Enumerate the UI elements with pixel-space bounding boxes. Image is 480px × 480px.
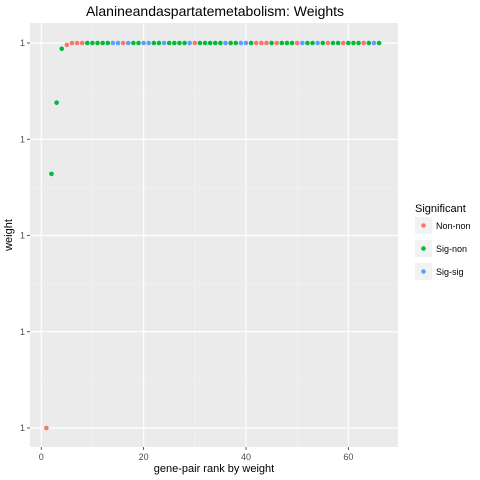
data-point-sig-non [218,40,223,46]
chart-title: Alanineandaspartatemetabolism: Weights [86,3,344,19]
data-point-sig-non [172,40,177,46]
data-point-sig-non [279,40,285,46]
data-point-sig-non [49,171,54,177]
y-tick-label: 1 [20,38,25,48]
data-point-sig-non [136,40,141,46]
legend-label: Sig-sig [436,267,464,277]
data-point-sig-non [54,100,59,105]
data-point-sig-sig [315,40,320,46]
data-point-sig-non [105,40,111,46]
data-point-sig-non [90,40,95,46]
data-point-sig-non [351,40,356,46]
data-point-sig-sig [110,40,116,46]
data-point-sig-sig [161,40,167,46]
data-point-sig-sig [125,40,131,46]
data-point-sig-non [212,40,218,46]
data-point-sig-non [233,40,239,46]
x-axis-ticks: 0 20 40 60 [39,447,353,462]
data-point-sig-sig [141,40,146,46]
data-point-sig-non [59,46,65,52]
data-point-sig-non [100,40,105,46]
data-point-non-non [44,425,49,431]
data-point-sig-non [85,40,90,46]
data-point-sig-non [228,40,233,46]
data-point-sig-sig [223,40,228,46]
data-point-sig-non [289,40,295,46]
data-point-sig-non [335,40,341,46]
data-point-non-non [64,42,70,48]
data-point-non-non [361,40,367,46]
y-tick-label: 1 [20,423,25,433]
x-tick-label: 0 [39,452,44,462]
data-points [44,40,382,431]
data-point-sig-non [156,40,162,46]
data-point-sig-non [376,40,382,46]
data-point-sig-non [182,40,187,46]
y-tick-label: 1 [20,327,25,337]
legend-key-dot [421,223,426,228]
data-point-sig-non [356,40,361,46]
data-point-non-non [259,40,264,46]
data-point-sig-sig [243,40,249,46]
data-point-sig-non [197,40,203,46]
data-point-sig-non [346,40,351,46]
data-point-sig-non [305,40,310,46]
legend-label: Non-non [436,221,471,231]
data-point-sig-non [284,40,290,46]
data-point-non-non [325,40,331,46]
data-point-sig-non [177,40,182,46]
data-point-sig-non [310,40,315,46]
legend-key-dot [421,246,426,251]
data-point-sig-non [166,40,172,46]
data-point-sig-sig [299,40,305,46]
data-point-non-non [340,40,346,46]
data-point-sig-non [330,40,336,46]
legend-title: Significant [415,203,466,215]
data-point-sig-non [269,40,274,46]
data-point-sig-non [202,40,208,46]
data-point-non-non [294,40,300,46]
data-point-non-non [120,40,126,46]
y-axis-ticks: 1 1 1 1 1 [20,38,30,433]
x-axis-title: gene-pair rank by weight [154,463,274,475]
data-point-non-non [69,40,75,46]
y-tick-label: 1 [20,134,25,144]
x-tick-label: 60 [343,452,353,462]
x-tick-label: 20 [139,452,149,462]
y-tick-label: 1 [20,231,25,241]
data-point-sig-sig [371,40,377,46]
data-point-sig-non [95,40,100,46]
data-point-sig-non [131,40,136,46]
data-point-non-non [264,40,269,46]
data-point-sig-non [207,40,213,46]
data-point-sig-sig [115,40,121,46]
data-point-non-non [79,40,85,46]
data-point-non-non [274,40,279,46]
x-tick-label: 40 [241,452,251,462]
data-point-sig-non [151,40,157,46]
data-point-sig-non [248,40,254,46]
data-point-sig-non [366,40,372,46]
legend-label: Sig-non [436,244,467,254]
y-axis-title: weight [3,219,15,252]
data-point-sig-non [320,40,326,46]
data-point-non-non [74,40,80,46]
data-point-sig-sig [146,40,152,46]
legend-key-dot [421,269,426,274]
data-point-sig-sig [238,40,244,46]
data-point-non-non [253,40,259,46]
data-point-sig-sig [187,40,192,46]
legend: Significant Non-non Sig-non Sig-sig [415,203,471,280]
data-point-non-non [192,40,198,46]
